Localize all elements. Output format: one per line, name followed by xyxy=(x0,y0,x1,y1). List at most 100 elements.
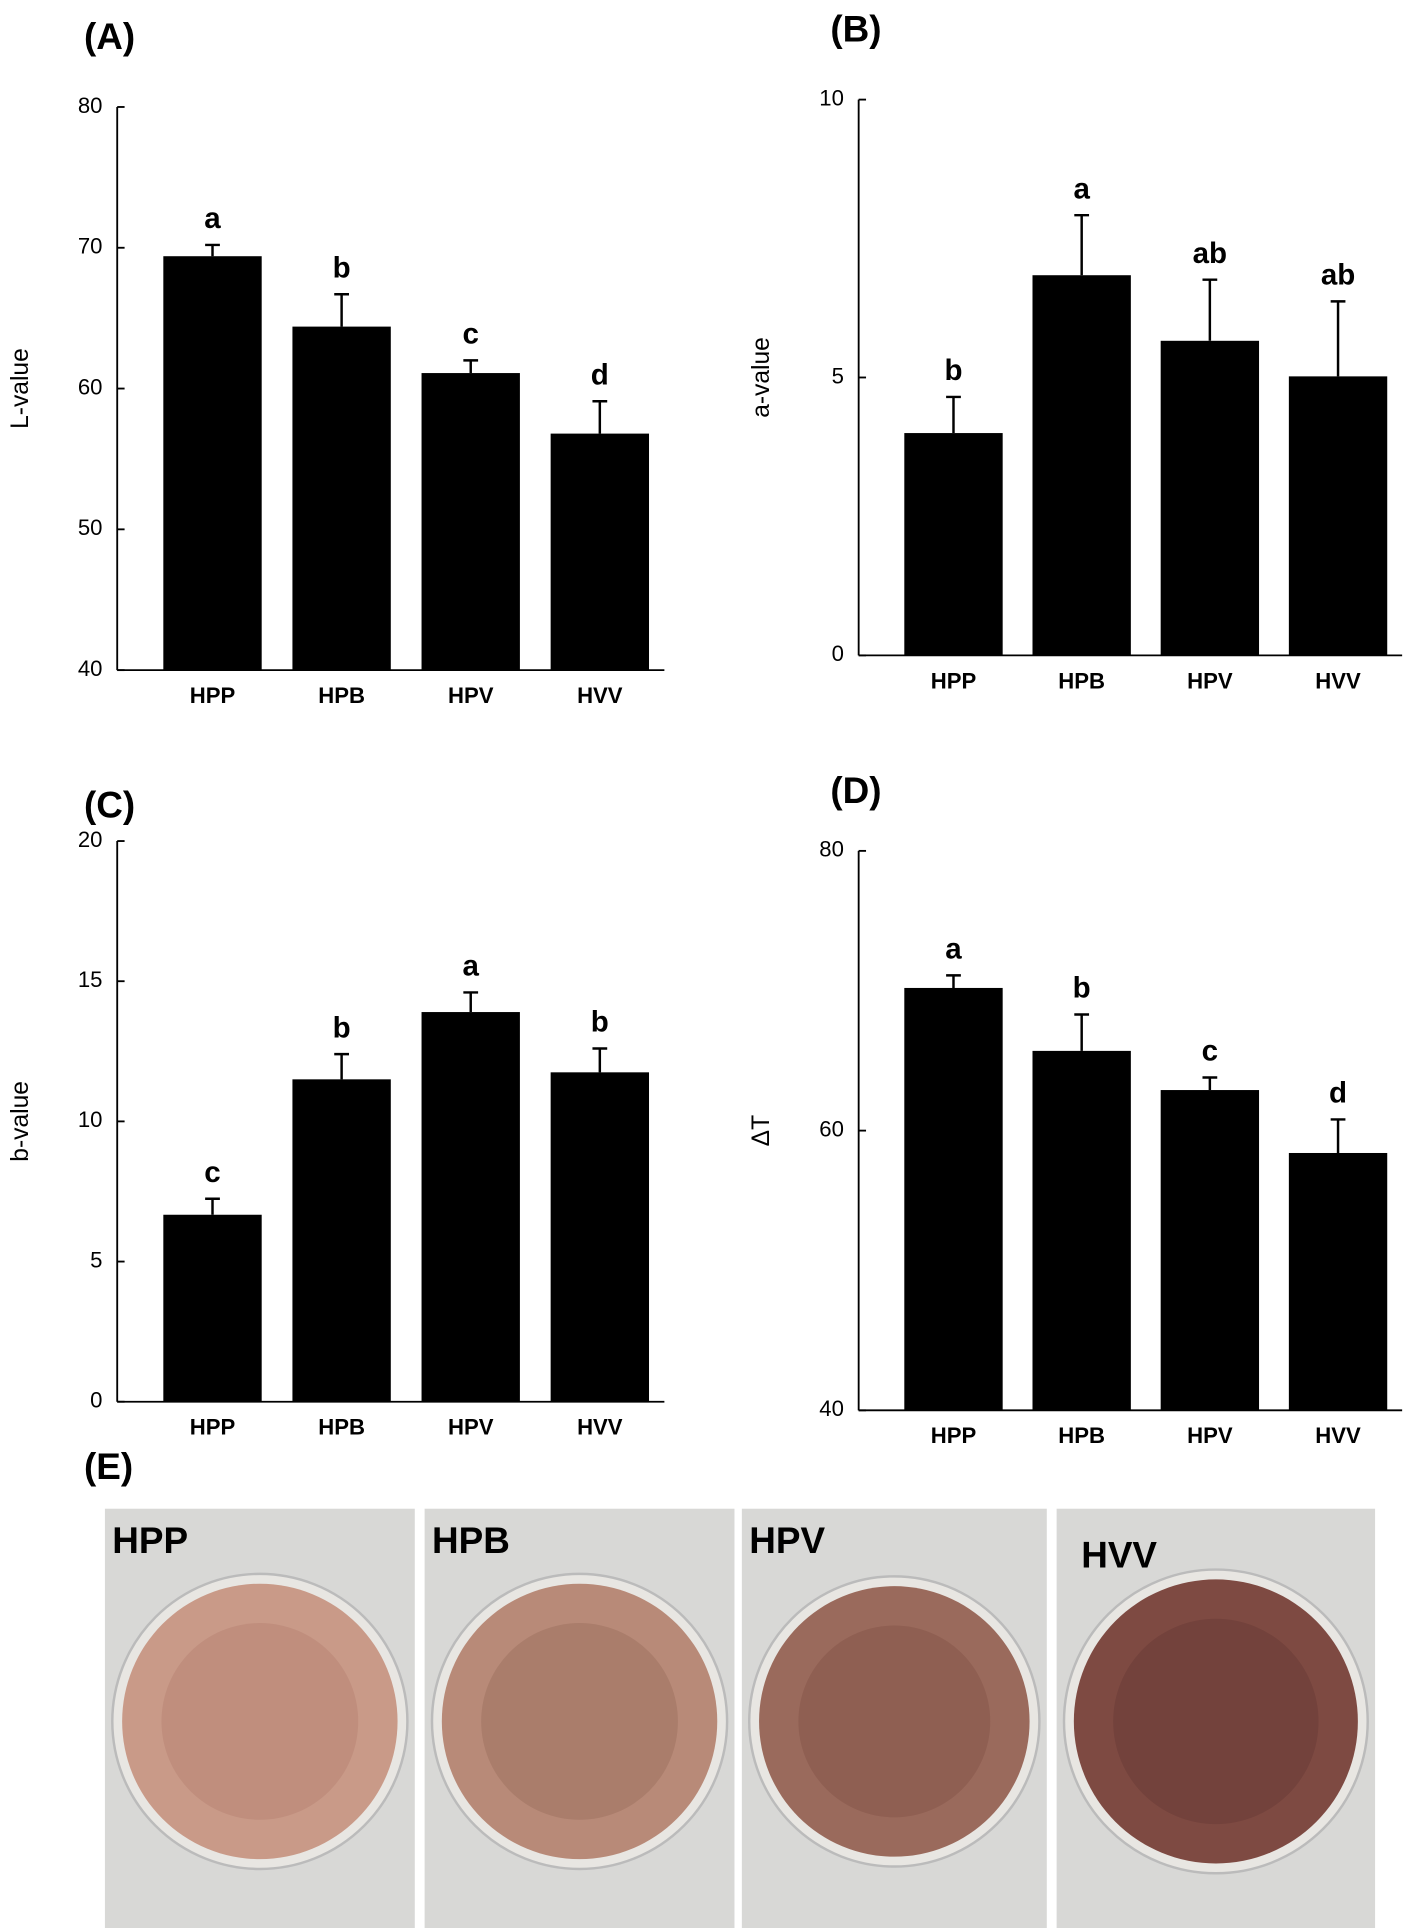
y-tick-label: 60 xyxy=(819,1116,844,1141)
x-tick-label: HPB xyxy=(1058,668,1105,693)
meat-sample xyxy=(441,1583,718,1860)
error-bar xyxy=(946,974,961,988)
x-tick-label: HPP xyxy=(931,1423,977,1448)
significance-letter: b xyxy=(591,1006,609,1039)
error-bar xyxy=(205,243,220,257)
photo-label: HPB xyxy=(432,1520,510,1561)
bar xyxy=(550,1072,650,1402)
x-tick-label: HVV xyxy=(577,683,623,708)
significance-letter: c xyxy=(463,318,479,351)
y-tick-label: 10 xyxy=(78,1107,103,1132)
photo-label: HPP xyxy=(112,1520,188,1561)
x-tick-label: HPP xyxy=(931,668,977,693)
significance-letter: b xyxy=(944,354,962,387)
y-tick-label: 80 xyxy=(78,93,103,118)
x-tick-label: HPB xyxy=(318,683,365,708)
x-tick-label: HVV xyxy=(577,1415,623,1440)
significance-letter: a xyxy=(945,933,962,966)
y-tick-label: 70 xyxy=(78,234,103,259)
y-tick-label: 20 xyxy=(78,827,103,852)
bar xyxy=(550,433,650,671)
y-tick-label: 5 xyxy=(90,1247,102,1272)
panel-title: (D) xyxy=(830,770,881,811)
meat-texture xyxy=(798,1625,991,1818)
y-axis-label: a-value xyxy=(748,337,775,418)
bar xyxy=(163,256,262,671)
bar xyxy=(421,373,520,671)
y-tick-label: 5 xyxy=(832,363,844,388)
photo-label: HVV xyxy=(1081,1535,1157,1576)
error-bar xyxy=(1074,213,1090,276)
y-axis-label: ΔT xyxy=(748,1115,775,1146)
error-bar xyxy=(592,399,608,434)
bar xyxy=(904,433,1003,656)
x-tick-label: HPB xyxy=(1058,1423,1105,1448)
x-tick-label: HPV xyxy=(1187,668,1233,693)
significance-letter: ab xyxy=(1193,237,1227,270)
bar xyxy=(1160,340,1260,656)
x-tick-label: HPV xyxy=(1187,1423,1233,1448)
y-axis-label: L-value xyxy=(7,348,34,429)
x-tick-label: HPB xyxy=(318,1415,365,1440)
error-bar xyxy=(463,991,479,1013)
error-bar xyxy=(1330,300,1346,377)
bar xyxy=(1288,376,1388,656)
significance-letter: d xyxy=(591,358,609,391)
y-tick-label: 80 xyxy=(819,837,844,862)
error-bar xyxy=(1330,1118,1346,1153)
y-tick-label: 0 xyxy=(832,641,844,666)
x-tick-label: HPP xyxy=(190,683,236,708)
x-tick-label: HPV xyxy=(448,683,494,708)
error-bar xyxy=(1202,1076,1218,1091)
significance-letter: c xyxy=(204,1156,220,1189)
y-tick-label: 60 xyxy=(78,374,103,399)
y-tick-label: 0 xyxy=(90,1388,102,1413)
bar xyxy=(163,1214,262,1402)
significance-letter: b xyxy=(333,251,351,284)
x-tick-label: HPV xyxy=(448,1415,494,1440)
y-tick-label: 10 xyxy=(819,85,844,110)
x-tick-label: HPP xyxy=(190,1415,236,1440)
y-tick-label: 50 xyxy=(78,515,103,540)
panel-title: (A) xyxy=(84,16,135,57)
meat-texture xyxy=(161,1623,359,1820)
error-bar xyxy=(1202,278,1218,341)
error-bar xyxy=(1074,1013,1090,1051)
significance-letter: b xyxy=(333,1011,351,1044)
panel-title: (B) xyxy=(830,9,881,50)
meat-sample xyxy=(1073,1579,1358,1864)
significance-letter: a xyxy=(204,202,221,235)
photo-label: HPV xyxy=(749,1520,825,1561)
x-tick-label: HVV xyxy=(1315,668,1361,693)
y-tick-label: 40 xyxy=(78,656,103,681)
bar xyxy=(292,1079,391,1402)
bar xyxy=(421,1012,520,1402)
panel-title: (C) xyxy=(84,785,135,826)
y-tick-label: 40 xyxy=(819,1396,844,1421)
bar xyxy=(292,326,391,671)
bar xyxy=(1032,275,1131,656)
significance-letter: a xyxy=(1073,172,1090,205)
y-tick-label: 15 xyxy=(78,967,103,992)
bar xyxy=(1160,1090,1260,1411)
error-bar xyxy=(592,1047,608,1073)
error-bar xyxy=(334,292,349,327)
meat-sample xyxy=(122,1583,398,1860)
significance-letter: c xyxy=(1202,1035,1218,1068)
significance-letter: ab xyxy=(1321,259,1355,292)
bar xyxy=(1032,1050,1131,1411)
meat-sample xyxy=(759,1586,1030,1857)
y-axis-label: b-value xyxy=(7,1081,34,1162)
bar xyxy=(904,987,1003,1411)
error-bar xyxy=(946,395,961,434)
error-bar xyxy=(334,1052,349,1080)
significance-letter: b xyxy=(1073,972,1091,1005)
x-tick-label: HVV xyxy=(1315,1423,1361,1448)
meat-texture xyxy=(481,1623,678,1820)
significance-letter: d xyxy=(1329,1077,1347,1110)
significance-letter: a xyxy=(463,950,480,983)
meat-texture xyxy=(1113,1618,1319,1825)
panel-title: (E) xyxy=(84,1446,133,1487)
error-bar xyxy=(205,1197,220,1215)
